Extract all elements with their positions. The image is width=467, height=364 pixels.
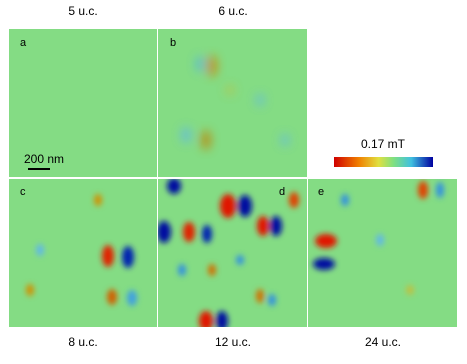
field-map-b [181,55,289,150]
panel-letter: b [170,37,176,49]
panel-b [158,29,307,177]
colorbar-label: 0.17 mT [361,137,406,151]
panel-letter: c [20,186,26,198]
field-map-e [313,181,444,295]
panel-a [9,29,157,177]
panel-letter: d [279,186,285,198]
field-map-d [158,179,299,327]
panel-c [9,179,157,327]
scale-bar [28,168,50,170]
colorbar [334,157,433,167]
panel-title: 12 u.c. [215,335,251,349]
panel-letter: e [318,186,324,198]
panel-letter: a [20,37,27,49]
panel-title: 24 u.c. [365,335,401,349]
scale-bar-label: 200 nm [24,152,64,166]
panel-e [308,179,457,327]
panel-title: 5 u.c. [68,4,97,18]
field-map-c [26,194,137,306]
panel-title: 6 u.c. [218,4,247,18]
panel-title: 8 u.c. [68,335,97,349]
